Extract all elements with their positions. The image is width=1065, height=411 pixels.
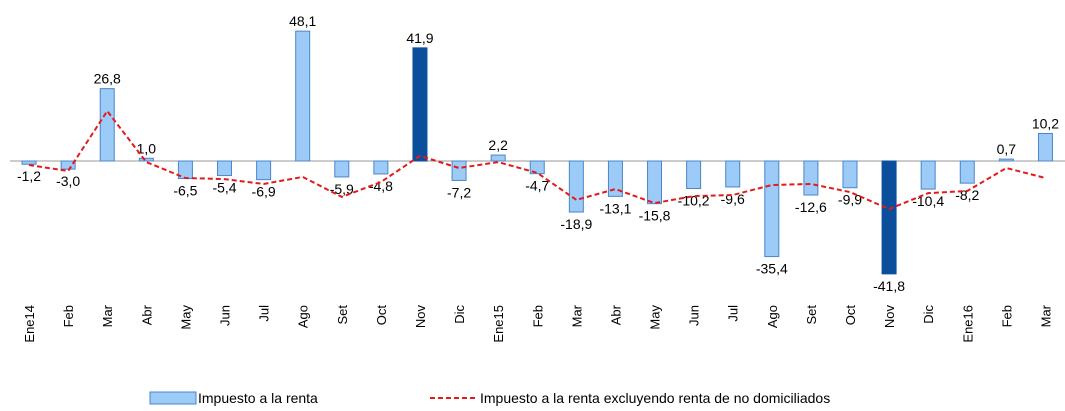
value-label: 26,8: [94, 71, 121, 87]
value-label: 41,9: [406, 30, 433, 46]
value-label: -9,6: [721, 191, 745, 207]
value-label: -5,4: [212, 180, 236, 196]
x-tick-label: Dic: [921, 305, 936, 324]
x-tick-label: Set: [804, 305, 819, 325]
x-tick-label: Ago: [765, 305, 780, 328]
value-label: -10,2: [678, 193, 710, 209]
x-tick-label: Jul: [257, 305, 272, 322]
value-label: -7,2: [447, 184, 471, 200]
line: [28, 109, 1046, 211]
bar: [607, 160, 623, 197]
bar: [725, 160, 741, 188]
legend-label: Impuesto a la renta: [198, 390, 318, 406]
bar: [998, 158, 1014, 162]
value-label: -35,4: [756, 261, 788, 277]
x-tick-label: Oct: [843, 305, 858, 326]
bar: [647, 160, 663, 205]
x-tick-label: Set: [335, 305, 350, 325]
x-tick-label: Mar: [1038, 304, 1053, 327]
x-tick-label: Feb: [999, 305, 1014, 327]
value-label: 10,2: [1032, 115, 1059, 131]
x-tick-label: Ago: [296, 305, 311, 328]
x-tick-label: Jun: [218, 305, 233, 326]
x-tick-label: Abr: [139, 304, 154, 325]
value-label: -6,9: [252, 184, 276, 200]
x-tick-label: May: [648, 305, 663, 330]
x-tick-label: Feb: [61, 305, 76, 327]
bar: [920, 160, 936, 190]
x-tick-label: May: [178, 305, 193, 330]
value-label: -1,2: [17, 168, 41, 184]
bar: [373, 160, 389, 175]
bar: [295, 30, 311, 162]
bar: [686, 160, 702, 190]
bar: [803, 160, 819, 196]
x-tick-label: Ene15: [491, 305, 506, 343]
value-label: -9,9: [838, 192, 862, 208]
legend-swatch: [149, 391, 197, 405]
value-label: -4,7: [525, 178, 549, 194]
bar: [21, 160, 37, 165]
bar: [412, 47, 428, 162]
x-tick-label: Abr: [608, 304, 623, 325]
bar: [568, 160, 584, 213]
value-label: -4,8: [369, 178, 393, 194]
x-tick-label: Nov: [882, 305, 897, 329]
bar: [959, 160, 975, 184]
x-tick-label: Nov: [413, 305, 428, 329]
x-tick-label: Jun: [687, 305, 702, 326]
bar: [490, 154, 506, 162]
value-label: -15,8: [639, 208, 671, 224]
legend-label: Impuesto a la renta excluyendo renta de …: [480, 390, 830, 406]
value-label: -10,4: [912, 193, 944, 209]
x-tick-label: Ene14: [22, 305, 37, 343]
x-tick-label: Dic: [452, 305, 467, 324]
bar: [764, 160, 780, 258]
x-tick-label: Ene16: [960, 305, 975, 343]
value-label: -12,6: [795, 199, 827, 215]
x-tick-label: Mar: [100, 304, 115, 327]
value-label: 2,2: [488, 137, 508, 153]
value-label: -13,1: [599, 200, 631, 216]
value-label: -8,2: [955, 187, 979, 203]
bar: [60, 160, 76, 170]
value-label: 0,7: [997, 141, 1017, 157]
bar: [881, 160, 897, 275]
bar: [256, 160, 272, 181]
x-tick-label: Oct: [374, 305, 389, 326]
value-label: -41,8: [873, 278, 905, 294]
x-tick-label: Mar: [569, 304, 584, 327]
bar: [1037, 132, 1053, 162]
bar: [138, 157, 154, 162]
bar: [451, 160, 467, 181]
bar: [99, 88, 115, 162]
value-label: -6,5: [173, 183, 197, 199]
value-label: -18,9: [560, 216, 592, 232]
value-label: -3,0: [56, 173, 80, 189]
bar: [529, 160, 545, 175]
x-tick-label: Jul: [726, 305, 741, 322]
value-label: 48,1: [289, 13, 316, 29]
bar: [842, 160, 858, 189]
value-label: 1,0: [137, 140, 157, 156]
bar: [217, 160, 233, 177]
bar: [334, 160, 350, 178]
x-tick-label: Feb: [530, 305, 545, 327]
